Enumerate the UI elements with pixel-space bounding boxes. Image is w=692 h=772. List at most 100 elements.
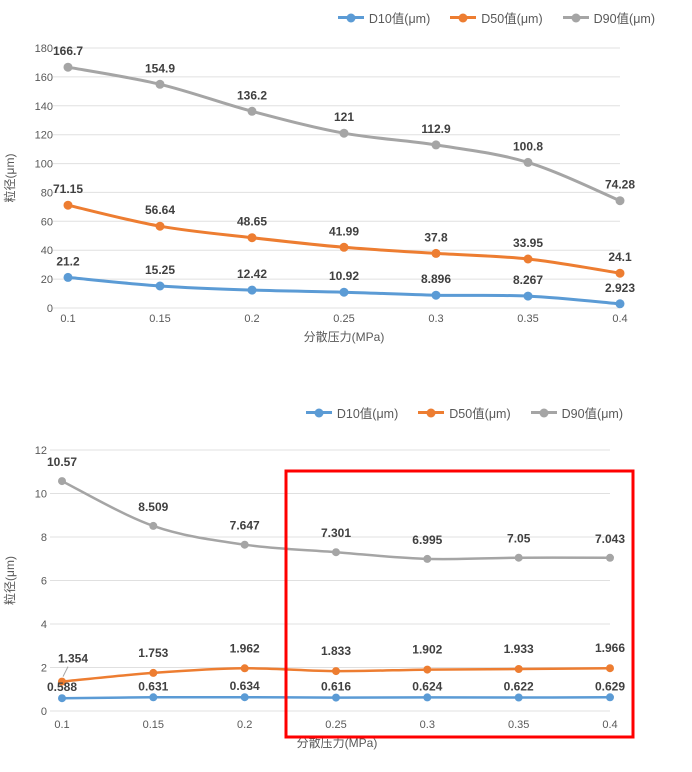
data-label: 0.616 bbox=[321, 680, 351, 694]
data-label: 166.7 bbox=[53, 44, 83, 58]
legend-marker-icon bbox=[418, 408, 445, 417]
data-label: 33.95 bbox=[513, 236, 543, 250]
label-leader-line bbox=[62, 666, 69, 677]
data-point bbox=[431, 248, 441, 258]
data-label: 0.631 bbox=[138, 679, 168, 693]
data-point bbox=[514, 553, 523, 562]
data-point bbox=[339, 128, 349, 138]
legend-dot-icon bbox=[458, 13, 468, 22]
data-label: 0.622 bbox=[504, 680, 534, 694]
data-label: 0.629 bbox=[595, 679, 625, 693]
data-label: 0.634 bbox=[230, 679, 260, 693]
data-label: 10.57 bbox=[47, 455, 77, 469]
data-point bbox=[240, 693, 249, 702]
legend-label: D90值(μm) bbox=[593, 12, 655, 26]
x-axis-tick: 0.2 bbox=[237, 719, 252, 731]
data-point bbox=[155, 79, 165, 89]
data-point bbox=[339, 242, 349, 252]
data-point bbox=[606, 693, 614, 702]
x-axis-tick: 0.25 bbox=[325, 719, 346, 731]
y-axis-tick: 6 bbox=[41, 576, 47, 588]
data-label: 41.99 bbox=[329, 224, 359, 238]
data-label: 1.753 bbox=[138, 646, 168, 660]
data-label: 24.1 bbox=[608, 250, 632, 264]
data-point bbox=[615, 299, 625, 309]
data-point bbox=[63, 272, 73, 282]
data-point bbox=[514, 693, 523, 702]
data-point bbox=[155, 221, 165, 231]
data-point bbox=[431, 290, 441, 300]
x-axis-tick: 0.4 bbox=[602, 719, 617, 731]
y-axis-tick: 100 bbox=[35, 159, 53, 171]
data-label: 7.301 bbox=[321, 526, 351, 540]
x-axis-tick: 0.15 bbox=[149, 313, 170, 325]
data-point bbox=[247, 285, 257, 295]
y-axis-tick: 80 bbox=[41, 187, 53, 199]
y-axis-tick: 0 bbox=[41, 706, 47, 718]
data-point bbox=[431, 140, 441, 150]
data-point bbox=[423, 554, 432, 563]
data-point bbox=[247, 233, 257, 243]
data-label: 71.15 bbox=[53, 182, 83, 196]
data-point bbox=[339, 287, 349, 297]
y-axis-title: 粒径(μm) bbox=[2, 154, 17, 203]
data-point bbox=[615, 196, 625, 206]
data-point bbox=[247, 106, 257, 116]
data-point bbox=[523, 157, 533, 167]
data-label: 1.962 bbox=[230, 641, 260, 655]
chart-top-canvas: 0 20 40 60 80 100 120 140 160 180 0.1 0.15 0.2 0.25 0.… bbox=[2, 43, 635, 344]
data-point bbox=[332, 693, 340, 702]
data-point bbox=[606, 664, 614, 673]
highlight-box bbox=[284, 469, 635, 739]
data-point bbox=[332, 667, 340, 676]
y-axis-tick: 160 bbox=[35, 72, 53, 84]
legend-marker-icon bbox=[337, 13, 364, 22]
data-label: 1.833 bbox=[321, 644, 351, 658]
x-axis-tick: 0.35 bbox=[508, 719, 529, 731]
data-point bbox=[149, 693, 158, 702]
data-label: 1.354 bbox=[58, 652, 88, 666]
data-label: 8.509 bbox=[138, 500, 168, 514]
data-label: 6.995 bbox=[412, 533, 442, 547]
legend-dot-icon bbox=[426, 408, 436, 417]
data-label: 7.043 bbox=[595, 532, 625, 546]
data-label: 121 bbox=[334, 110, 354, 124]
data-point bbox=[58, 677, 66, 686]
x-axis-tick: 0.1 bbox=[54, 719, 69, 731]
x-axis-tick: 0.15 bbox=[143, 719, 164, 731]
y-axis-tick: 120 bbox=[35, 130, 53, 142]
data-point bbox=[155, 281, 165, 291]
y-axis-tick: 4 bbox=[41, 619, 47, 631]
data-point bbox=[423, 665, 432, 674]
legend-dot-icon bbox=[539, 408, 549, 417]
data-label: 10.92 bbox=[329, 269, 359, 283]
data-label: 112.9 bbox=[421, 122, 451, 136]
series-line-d90 bbox=[60, 479, 612, 561]
data-label: 136.2 bbox=[237, 88, 267, 102]
legend-item-d10: D10值(μm) bbox=[337, 8, 430, 27]
data-point bbox=[63, 62, 73, 72]
x-axis-title: 分散压力(MPa) bbox=[297, 735, 378, 750]
data-label: 21.2 bbox=[56, 254, 80, 268]
data-point bbox=[149, 521, 158, 530]
data-point bbox=[615, 268, 625, 278]
data-label: 8.267 bbox=[513, 273, 543, 287]
x-axis-tick: 0.1 bbox=[60, 313, 75, 325]
data-label: 2.923 bbox=[605, 281, 635, 295]
data-label: 8.896 bbox=[421, 272, 451, 286]
y-axis-tick: 12 bbox=[35, 445, 47, 457]
legend-label: D90值(μm) bbox=[561, 407, 623, 421]
y-axis-tick: 60 bbox=[41, 216, 53, 228]
chart-bottom-canvas: 0 2 4 6 8 10 12 0.1 0.15 0.2 0.25 0.3 0.35 0.4 分散压力(MP… bbox=[2, 445, 635, 750]
legend-label: D10值(μm) bbox=[336, 407, 399, 421]
data-label: 7.647 bbox=[230, 519, 260, 533]
data-point bbox=[240, 540, 249, 549]
legend-item-d90: D90值(μm) bbox=[530, 403, 623, 422]
legend-label: D50值(μm) bbox=[449, 407, 511, 421]
x-axis-tick: 0.35 bbox=[517, 313, 538, 325]
data-label: 56.64 bbox=[145, 203, 175, 217]
data-label: 1.966 bbox=[595, 641, 625, 655]
data-point bbox=[523, 254, 533, 264]
data-label: 12.42 bbox=[237, 267, 267, 281]
data-label: 1.933 bbox=[504, 642, 534, 656]
